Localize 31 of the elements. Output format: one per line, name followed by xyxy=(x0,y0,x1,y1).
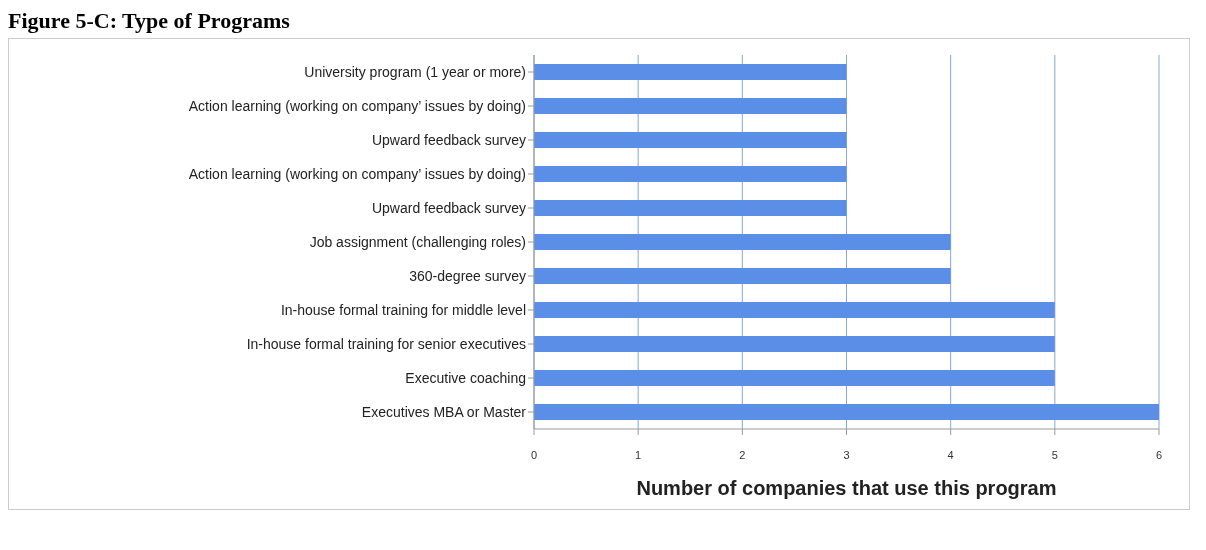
bar xyxy=(534,370,1055,386)
x-tick-label: 3 xyxy=(843,448,850,461)
x-tick-label: 0 xyxy=(530,448,538,461)
bar xyxy=(534,336,1055,352)
bar xyxy=(534,234,951,250)
x-tick-label: 4 xyxy=(947,448,954,461)
y-tick-label: Executive coaching xyxy=(405,369,526,386)
bar xyxy=(534,404,1159,420)
y-tick-label: Executives MBA or Master xyxy=(361,403,527,420)
bar xyxy=(534,166,847,182)
bar xyxy=(534,200,847,216)
y-tick-label: Upward feedback survey xyxy=(371,199,526,216)
y-tick-label: 360-degree survey xyxy=(409,267,526,284)
x-tick-label: 5 xyxy=(1051,448,1058,461)
y-tick-label: In-house formal training for middle level xyxy=(280,301,526,318)
bar xyxy=(534,64,847,80)
bar xyxy=(534,132,847,148)
y-tick-label: Action learning (working on company’ issues by doing) xyxy=(188,165,526,182)
bar xyxy=(534,268,951,284)
y-tick-label: In-house formal training for senior executives xyxy=(246,335,526,352)
text: Figure 5-C: Type of Programs xyxy=(8,8,291,34)
x-tick-label: 2 xyxy=(739,448,746,461)
bar xyxy=(534,98,847,114)
x-axis-title: Number of companies that use this program xyxy=(636,477,1057,499)
x-tick-label: 6 xyxy=(1155,448,1163,461)
x-tick-label: 1 xyxy=(635,448,642,461)
y-tick-label: Upward feedback survey xyxy=(371,131,526,148)
y-tick-label: Action learning (working on company’ issues by doing) xyxy=(188,97,526,114)
y-tick-label: Job assignment (challenging roles) xyxy=(309,233,526,250)
bar xyxy=(534,302,1055,318)
y-tick-label: University program (1 year or more) xyxy=(304,63,526,80)
